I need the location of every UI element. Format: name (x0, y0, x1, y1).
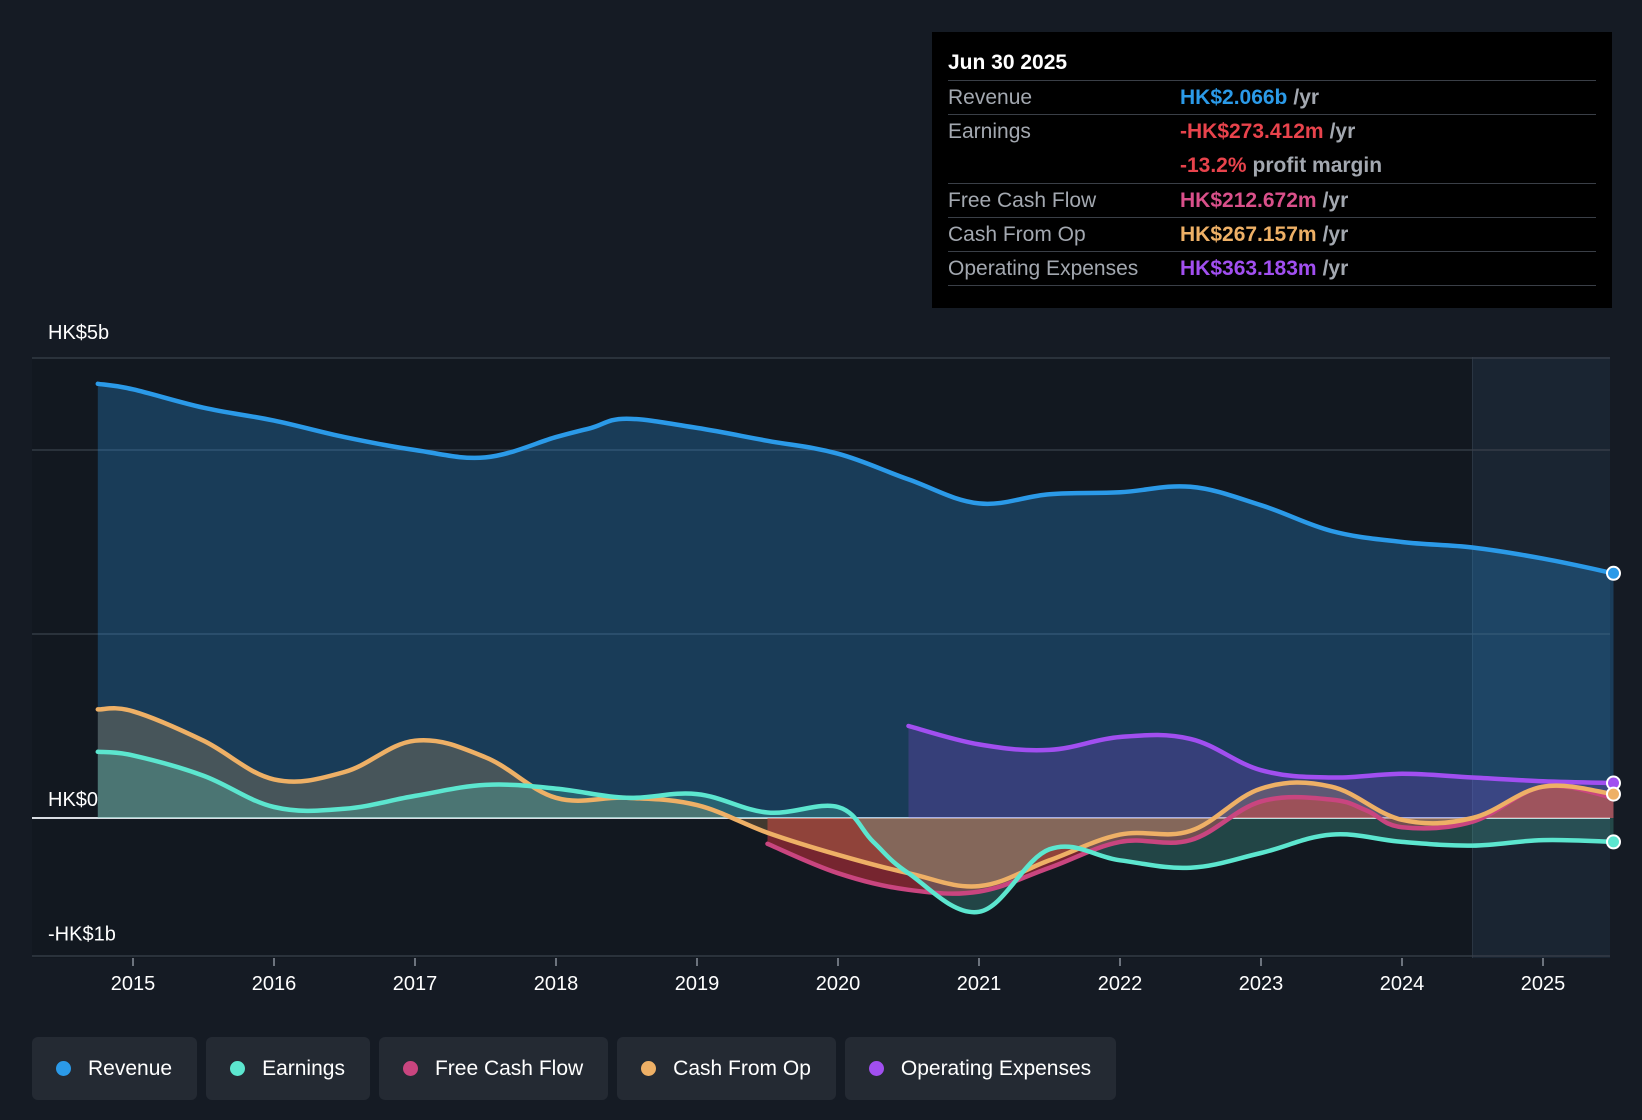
earnings-end-marker (1606, 834, 1621, 850)
x-tick-label: 2023 (1239, 973, 1284, 995)
cash-from-op-end-marker (1606, 786, 1621, 802)
legend-label: Cash From Op (673, 1056, 811, 1080)
y-axis-label: HK$5b (48, 322, 109, 344)
legend-item-free-cash-flow[interactable]: Free Cash Flow (378, 1037, 609, 1100)
x-tick-label: 2020 (816, 973, 861, 995)
x-tick-label: 2018 (534, 973, 579, 995)
tooltip-row-earnings: Earnings -HK$273.412m/yr -13.2% profit ma… (948, 115, 1596, 184)
legend-item-revenue[interactable]: Revenue (32, 1037, 198, 1100)
legend-item-cash-from-op[interactable]: Cash From Op (617, 1037, 836, 1100)
y-axis-label: HK$0 (48, 789, 98, 811)
x-tick-label: 2021 (957, 973, 1002, 995)
x-tick-label: 2025 (1521, 973, 1566, 995)
revenue-line (95, 381, 1616, 576)
tooltip-label: Revenue (948, 86, 1033, 109)
tooltip-unit: /yr (1322, 223, 1349, 246)
revenue-area (97, 383, 1614, 818)
forecast-region (1472, 357, 1610, 958)
tooltip-row-free-cash-flow: Free Cash Flow HK$212.672m/yr (948, 184, 1596, 218)
earnings-dot-icon (230, 1061, 246, 1076)
tooltip-row-revenue: Revenue HK$2.066b/yr (948, 81, 1596, 115)
tooltip-label: Free Cash Flow (948, 189, 1097, 212)
tooltip-value: HK$363.183m (1180, 257, 1317, 280)
legend-item-operating-expenses[interactable]: Operating Expenses (844, 1037, 1117, 1100)
x-tick-label: 2016 (252, 973, 297, 995)
x-tick-label: 2019 (675, 973, 720, 995)
y-axis-label: -HK$1b (48, 923, 116, 945)
earnings-line (95, 749, 1616, 915)
x-tick-label: 2015 (111, 973, 156, 995)
tooltip-value: HK$2.066b (1180, 86, 1288, 109)
chart-legend: Revenue Earnings Free Cash Flow Cash Fro… (32, 1037, 1117, 1100)
tooltip-label: Operating Expenses (948, 257, 1139, 280)
cash-from-op-line (95, 706, 1616, 889)
tooltip-row-cash-from-op: Cash From Op HK$267.157m/yr (948, 218, 1596, 252)
free-cash-flow-dot-icon (402, 1061, 418, 1076)
tooltip-panel: Jun 30 2025 Revenue HK$2.066b/yr Earning… (932, 32, 1612, 308)
x-tick-label: 2024 (1380, 973, 1425, 995)
free-cash-flow-line (765, 783, 1616, 896)
tooltip-value: HK$267.157m (1180, 223, 1317, 246)
revenue-dot-icon (56, 1061, 71, 1076)
tooltip-value: HK$212.672m (1180, 189, 1317, 212)
tooltip-margin-value: -13.2% (1180, 154, 1247, 177)
revenue-end-marker (1606, 565, 1621, 581)
earnings-area (97, 751, 1614, 913)
legend-label: Operating Expenses (900, 1056, 1092, 1080)
tooltip-date: Jun 30 2025 (948, 46, 1596, 81)
tooltip-margin-label: profit margin (1252, 154, 1383, 177)
legend-item-earnings[interactable]: Earnings (206, 1037, 370, 1100)
tooltip-unit: /yr (1322, 257, 1349, 280)
legend-label: Free Cash Flow (434, 1056, 584, 1080)
x-tick-label: 2022 (1098, 973, 1143, 995)
cash-from-op-dot-icon (641, 1061, 657, 1076)
operating-expenses-dot-icon (868, 1061, 884, 1076)
tooltip-unit: /yr (1293, 86, 1320, 109)
legend-label: Earnings (262, 1056, 345, 1080)
tooltip-label: Cash From Op (948, 223, 1086, 246)
operating-expenses-line (906, 723, 1616, 786)
tooltip-unit: /yr (1322, 189, 1349, 212)
tooltip-unit: /yr (1329, 120, 1356, 143)
tooltip-label: Earnings (948, 120, 1031, 143)
tooltip-value: -HK$273.412m (1180, 120, 1324, 143)
x-tick-label: 2017 (393, 973, 438, 995)
tooltip-row-operating-expenses: Operating Expenses HK$363.183m/yr (948, 252, 1596, 286)
legend-label: Revenue (88, 1056, 173, 1080)
